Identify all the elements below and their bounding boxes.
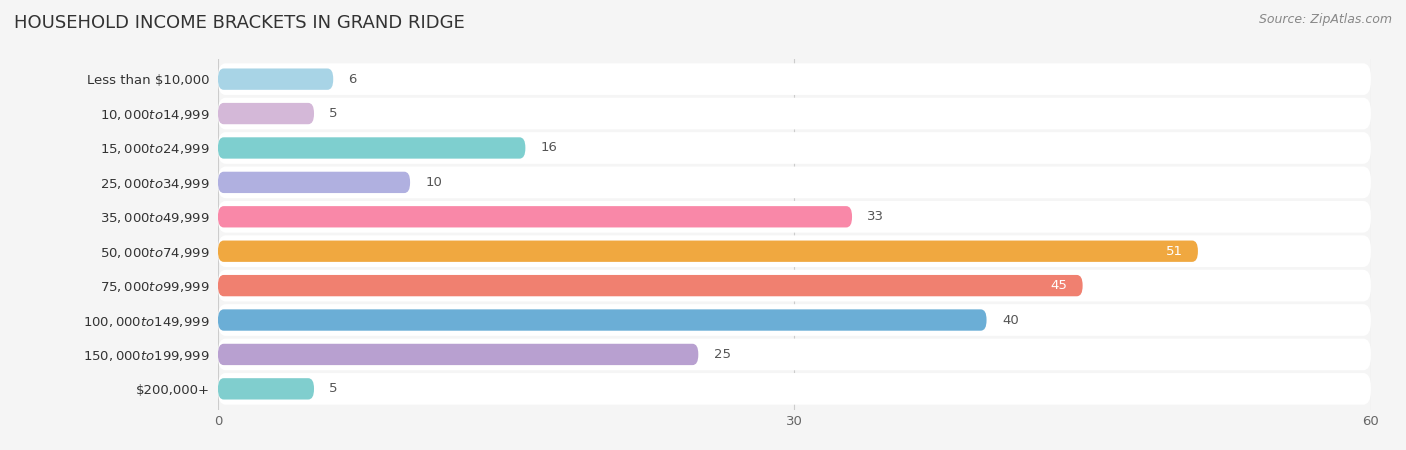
FancyBboxPatch shape xyxy=(218,137,526,159)
Text: Source: ZipAtlas.com: Source: ZipAtlas.com xyxy=(1258,14,1392,27)
FancyBboxPatch shape xyxy=(218,206,852,227)
FancyBboxPatch shape xyxy=(218,166,1371,198)
Text: 33: 33 xyxy=(868,210,884,223)
Text: 5: 5 xyxy=(329,107,337,120)
FancyBboxPatch shape xyxy=(218,201,1371,233)
FancyBboxPatch shape xyxy=(218,68,333,90)
FancyBboxPatch shape xyxy=(218,378,314,400)
Text: 5: 5 xyxy=(329,382,337,396)
Text: 40: 40 xyxy=(1002,314,1019,327)
Text: 6: 6 xyxy=(349,72,357,86)
FancyBboxPatch shape xyxy=(218,241,1198,262)
FancyBboxPatch shape xyxy=(218,270,1371,302)
FancyBboxPatch shape xyxy=(218,172,411,193)
FancyBboxPatch shape xyxy=(218,373,1371,405)
Text: 10: 10 xyxy=(426,176,443,189)
FancyBboxPatch shape xyxy=(218,344,699,365)
Text: 16: 16 xyxy=(541,141,558,154)
FancyBboxPatch shape xyxy=(218,338,1371,370)
Text: HOUSEHOLD INCOME BRACKETS IN GRAND RIDGE: HOUSEHOLD INCOME BRACKETS IN GRAND RIDGE xyxy=(14,14,465,32)
FancyBboxPatch shape xyxy=(218,132,1371,164)
FancyBboxPatch shape xyxy=(218,275,1083,296)
FancyBboxPatch shape xyxy=(218,309,987,331)
FancyBboxPatch shape xyxy=(218,304,1371,336)
Text: 51: 51 xyxy=(1166,245,1182,258)
Text: 25: 25 xyxy=(714,348,731,361)
Text: 45: 45 xyxy=(1050,279,1067,292)
FancyBboxPatch shape xyxy=(218,98,1371,130)
FancyBboxPatch shape xyxy=(218,103,314,124)
FancyBboxPatch shape xyxy=(218,235,1371,267)
FancyBboxPatch shape xyxy=(218,63,1371,95)
